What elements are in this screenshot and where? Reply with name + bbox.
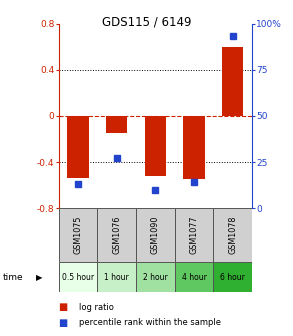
Text: log ratio: log ratio xyxy=(79,303,114,312)
Bar xyxy=(59,262,97,292)
Text: ■: ■ xyxy=(59,318,68,328)
Text: ▶: ▶ xyxy=(36,273,43,282)
Bar xyxy=(67,116,88,178)
Bar xyxy=(59,208,97,262)
Bar xyxy=(136,262,175,292)
Text: percentile rank within the sample: percentile rank within the sample xyxy=(79,318,221,327)
Text: 6 hour: 6 hour xyxy=(220,273,245,282)
Bar xyxy=(106,116,127,133)
Text: 1 hour: 1 hour xyxy=(104,273,129,282)
Text: GSM1076: GSM1076 xyxy=(112,216,121,254)
Bar xyxy=(175,262,213,292)
Bar xyxy=(175,208,213,262)
Bar xyxy=(145,116,166,176)
Bar xyxy=(213,208,252,262)
Text: 4 hour: 4 hour xyxy=(182,273,206,282)
Bar xyxy=(97,208,136,262)
Bar xyxy=(183,116,205,179)
Text: time: time xyxy=(3,273,23,282)
Bar xyxy=(213,262,252,292)
Text: 2 hour: 2 hour xyxy=(143,273,168,282)
Bar xyxy=(97,262,136,292)
Bar xyxy=(136,208,175,262)
Text: GSM1075: GSM1075 xyxy=(74,216,82,254)
Text: GDS115 / 6149: GDS115 / 6149 xyxy=(102,15,191,28)
Text: GSM1077: GSM1077 xyxy=(190,216,198,254)
Bar xyxy=(222,47,243,116)
Text: GSM1090: GSM1090 xyxy=(151,216,160,254)
Text: 0.5 hour: 0.5 hour xyxy=(62,273,94,282)
Text: GSM1078: GSM1078 xyxy=(228,216,237,254)
Text: ■: ■ xyxy=(59,302,68,312)
